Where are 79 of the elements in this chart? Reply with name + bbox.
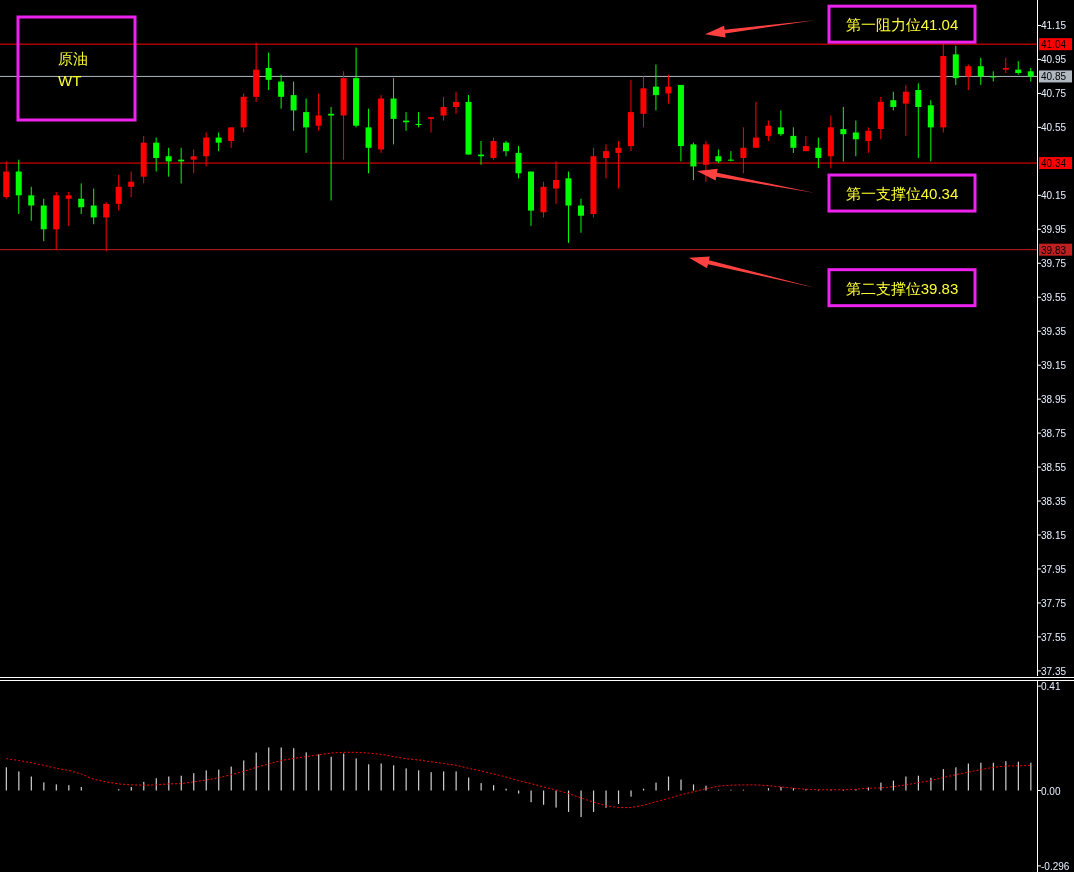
candlestick: [490, 137, 497, 161]
y-tick-label: 37.75: [1041, 597, 1067, 609]
annotation: 原油 WT: [58, 50, 88, 89]
y-tick-label: 37.55: [1041, 631, 1067, 643]
candlestick: [103, 201, 110, 252]
candlestick: [852, 120, 859, 157]
candlestick: [902, 84, 909, 137]
candlestick: [503, 140, 510, 157]
candlestick: [415, 111, 422, 128]
candlestick: [440, 96, 447, 122]
candlestick: [952, 45, 959, 86]
y-tick-label: 39.55: [1041, 292, 1067, 304]
y-tick-label: -0.296: [1041, 860, 1070, 872]
candlestick: [815, 137, 822, 169]
candlestick: [278, 74, 285, 110]
y-tick-label: 38.75: [1041, 428, 1067, 440]
candlestick: [115, 174, 122, 212]
candlestick: [802, 135, 809, 152]
candlestick: [453, 91, 460, 115]
y-tick-label: 0.41: [1041, 681, 1061, 693]
annotation: 第一支撑位40.34: [845, 185, 959, 203]
candlestick: [303, 98, 310, 154]
y-tick-label: 37.35: [1041, 665, 1067, 677]
y-tick-label: 38.95: [1041, 394, 1067, 406]
candlestick: [927, 99, 934, 162]
y-tick-label: 39.75: [1041, 258, 1067, 270]
annotation: 第二支撑位39.83: [845, 279, 959, 297]
candlestick: [765, 120, 772, 142]
candlestick: [577, 198, 584, 234]
y-tick-label: 38.35: [1041, 496, 1067, 508]
candlestick: [790, 126, 797, 154]
y-tick-label: 0.00: [1041, 785, 1061, 797]
y-tick-label: 37.95: [1041, 563, 1067, 575]
candlestick: [215, 131, 222, 152]
candlestick: [228, 126, 235, 149]
candlestick: [365, 108, 372, 174]
candlestick: [265, 52, 272, 91]
candlestick: [390, 77, 397, 145]
y-tick-label: 40.55: [1041, 122, 1067, 134]
y-tick-label: 39.95: [1041, 224, 1067, 236]
candlestick: [840, 106, 847, 162]
candlestick: [28, 186, 35, 222]
annotation: 第一阻力位41.04: [845, 16, 959, 34]
y-tick-label: 39.35: [1041, 326, 1067, 338]
candlestick: [153, 137, 160, 173]
candlestick: [752, 101, 759, 149]
y-tick-label: 38.15: [1041, 530, 1067, 542]
y-tick-label: 40.75: [1041, 88, 1067, 100]
candlestick: [290, 81, 297, 132]
line-series: [5, 751, 1032, 809]
ref-line-label: 40.85: [1041, 71, 1067, 83]
y-tick-label: 38.55: [1041, 462, 1067, 474]
candlestick: [965, 64, 972, 91]
y-tick-label: 40.15: [1041, 190, 1067, 202]
candlestick: [777, 109, 784, 137]
candlestick: [428, 116, 435, 133]
y-tick-label: 40.95: [1041, 54, 1067, 66]
candlestick: [690, 142, 697, 181]
candlestick: [652, 64, 659, 111]
candlestick: [890, 91, 897, 111]
candlestick: [90, 188, 97, 225]
candlestick: [78, 182, 85, 215]
ref-line-label: 40.34: [1041, 158, 1067, 170]
candlestick: [65, 191, 72, 227]
candlestick: [15, 159, 22, 215]
candlestick: [128, 171, 135, 198]
candlestick: [315, 92, 322, 132]
candlestick: [977, 57, 984, 86]
candlestick: [40, 198, 47, 242]
candlestick: [165, 147, 172, 178]
y-tick-label: 39.15: [1041, 360, 1067, 372]
candlestick: [727, 150, 734, 162]
candlestick: [865, 126, 872, 154]
ref-line-label: 39.83: [1041, 244, 1067, 256]
candlestick: [915, 82, 922, 159]
candlestick: [515, 145, 522, 179]
ref-line-label: 41.04: [1041, 39, 1067, 51]
candlestick: [990, 70, 997, 83]
y-tick-label: 41.15: [1041, 20, 1067, 32]
